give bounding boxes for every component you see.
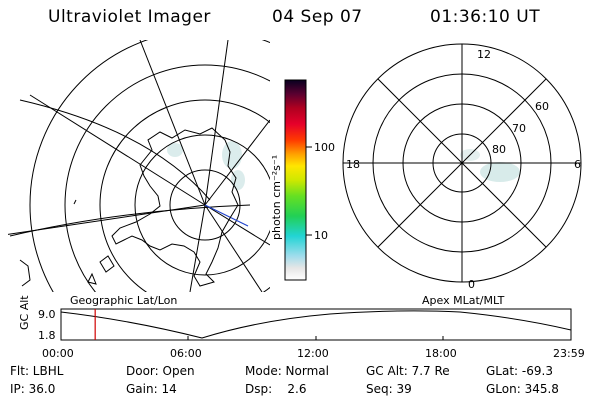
altitude-ytick-low: 1.8 [38, 329, 56, 342]
altitude-xtick-3: 18:00 [425, 347, 457, 360]
dsp-info: Dsp: 2.6 [245, 382, 307, 396]
altitude-curve [60, 310, 572, 339]
meridian-lines [8, 40, 270, 292]
gain-info: Gain: 14 [126, 382, 177, 396]
glat-info: GLat: -69.3 [486, 364, 553, 378]
satellite-track-line [204, 204, 249, 227]
glon-info: GLon: 345.8 [486, 382, 559, 396]
altitude-xtick-1: 06:00 [170, 347, 202, 360]
altitude-xtick-0: 00:00 [42, 347, 74, 360]
door-info: Door: Open [126, 364, 195, 378]
filter-info: Flt: LBHL [10, 364, 64, 378]
date-label: 04 Sep 07 [272, 7, 363, 27]
mlt-label-6: 6 [574, 158, 581, 171]
seq-info: Seq: 39 [366, 382, 412, 396]
colorbar [284, 79, 307, 281]
geographic-map [8, 40, 270, 292]
mlt-label-18: 18 [346, 158, 360, 171]
colorbar-ticks [306, 146, 312, 236]
altitude-ytick-high: 9.0 [38, 308, 56, 321]
altitude-plot-frame [60, 308, 572, 341]
colorbar-tick-100: 100 [314, 141, 335, 154]
altitude-plot: GC Alt 9.0 1.8 00:00 06:00 12:00 18:00 2… [18, 295, 585, 360]
mlt-label-0: 0 [468, 278, 475, 291]
coastline [111, 127, 239, 287]
instrument-title: Ultraviolet Imager [48, 7, 211, 27]
geographic-map-label: Geographic Lat/Lon [70, 294, 177, 307]
altitude-ylabel: GC Alt [18, 295, 31, 330]
mlat-label-70: 70 [512, 122, 526, 135]
colorbar-tick-10: 10 [314, 229, 328, 242]
apex-map-label: Apex MLat/MLT [422, 294, 505, 307]
altitude-xtick-2: 12:00 [297, 347, 329, 360]
polar-mlat-mlt-plot: 12 18 6 0 60 70 80 [342, 43, 582, 291]
altitude-xtick-4: 23:59 [553, 347, 585, 360]
mode-info: Mode: Normal [245, 364, 329, 378]
gc-alt-info: GC Alt: 7.7 Re [366, 364, 450, 378]
aurora-emission-right [480, 162, 520, 182]
latitude-circles [29, 40, 270, 292]
time-label: 01:36:10 UT [430, 7, 541, 27]
mlat-label-80: 80 [492, 143, 506, 156]
mlat-label-60: 60 [535, 100, 549, 113]
mlt-label-12: 12 [477, 48, 491, 61]
colorbar-unit-label: photon cm⁻²s⁻¹ [270, 155, 283, 240]
ip-info: IP: 36.0 [10, 382, 56, 396]
